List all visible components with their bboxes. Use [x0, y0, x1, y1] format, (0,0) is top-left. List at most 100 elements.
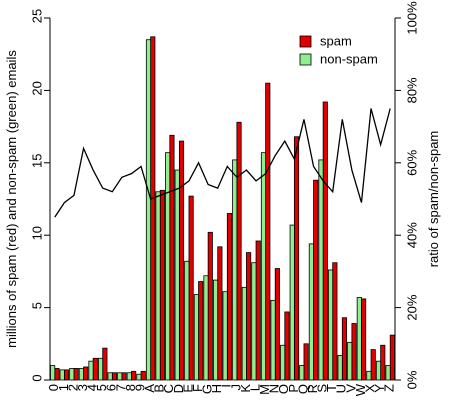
x-tick-label: L [247, 384, 262, 391]
bar [111, 372, 118, 381]
x-tick-label: 2 [65, 384, 80, 391]
bar [165, 152, 171, 381]
y-axis-label: millions of spam (red) and non-spam (gre… [4, 50, 19, 348]
x-tick-label: K [238, 384, 253, 393]
y2-axis-label: ratio of spam/non-spam [426, 131, 441, 268]
bar [347, 341, 353, 381]
bar [136, 373, 142, 381]
bar [73, 368, 79, 381]
ratio-line [54, 108, 391, 218]
x-tick-label: 8 [123, 384, 138, 391]
x-tick-label: X [362, 384, 377, 393]
bar [126, 372, 132, 381]
bar [255, 240, 261, 381]
bar [236, 121, 242, 381]
x-tick-label: 5 [94, 384, 109, 391]
y2-tick-label: 60% [404, 149, 419, 175]
x-tick-label: R [305, 384, 320, 393]
x-tick-label: J [228, 384, 243, 391]
x-tick-label: D [171, 384, 186, 393]
bar [107, 372, 113, 381]
x-tick-label: 0 [46, 384, 61, 391]
bar [92, 357, 98, 381]
bar [265, 82, 271, 381]
x-tick-label: 3 [75, 384, 90, 391]
bar [97, 357, 104, 381]
bar [280, 344, 286, 381]
bar [370, 349, 376, 381]
x-tick-label: S [315, 384, 330, 393]
x-tick-label: Z [382, 384, 397, 392]
bar [155, 191, 161, 381]
bar [232, 159, 238, 381]
x-tick-label: Q [295, 384, 310, 394]
bar [385, 365, 391, 381]
bar [217, 246, 223, 381]
y2-tick-label: 20% [404, 294, 419, 320]
bar [117, 372, 123, 381]
bar [389, 334, 395, 381]
y2-tick-label: 0% [404, 370, 419, 389]
bar [260, 152, 267, 381]
legend-swatch [299, 53, 312, 66]
bar [375, 360, 382, 381]
y-tick-label: 5 [29, 302, 44, 309]
bar [341, 317, 348, 381]
bar [289, 224, 295, 381]
x-tick-label: M [257, 384, 272, 395]
legend-label: non-spam [320, 51, 378, 66]
x-tick-label: 4 [85, 384, 100, 391]
x-tick-label: F [190, 384, 205, 392]
bar [351, 323, 357, 381]
bar [270, 299, 276, 381]
bar [174, 169, 180, 381]
bar [184, 260, 190, 381]
bar [308, 243, 314, 381]
y-tick-label: 0 [29, 374, 44, 381]
bar [299, 365, 305, 381]
bar [380, 344, 386, 381]
legend-label: spam [320, 33, 352, 48]
bar [322, 101, 328, 381]
bar [361, 298, 367, 381]
x-tick-label: 9 [132, 384, 147, 391]
x-tick-label: 6 [104, 384, 119, 391]
x-tick-label: 7 [113, 384, 128, 391]
bar [207, 231, 213, 381]
x-tick-label: W [353, 383, 368, 396]
x-tick-label: 1 [56, 384, 71, 391]
bar [102, 347, 108, 381]
bar [83, 366, 89, 381]
bar [293, 136, 300, 381]
y2-tick-label: 80% [404, 77, 419, 103]
bar [188, 195, 194, 381]
bar [327, 269, 334, 381]
bar [88, 360, 94, 381]
bar [54, 368, 60, 381]
x-tick-label: N [267, 384, 282, 393]
x-tick-label: H [209, 384, 224, 393]
bar [178, 140, 185, 381]
x-tick-label: V [343, 384, 358, 393]
bar [332, 262, 338, 381]
bar [366, 370, 372, 381]
x-tick-label: O [276, 384, 291, 394]
x-tick-label: E [180, 384, 195, 393]
bar [251, 262, 257, 381]
bar [131, 370, 137, 381]
bar [212, 279, 219, 381]
x-tick-label: Y [372, 384, 387, 393]
bar [337, 354, 343, 381]
bar [145, 39, 152, 381]
x-tick-label: G [200, 384, 215, 394]
bar [198, 281, 204, 381]
x-tick-label: C [161, 384, 176, 393]
y-tick-label: 20 [29, 81, 44, 95]
bar [246, 252, 252, 381]
bar [69, 368, 75, 381]
bar [159, 189, 165, 381]
y-tick-label: 15 [29, 154, 44, 168]
bar [284, 311, 290, 381]
x-tick-label: P [286, 384, 301, 393]
